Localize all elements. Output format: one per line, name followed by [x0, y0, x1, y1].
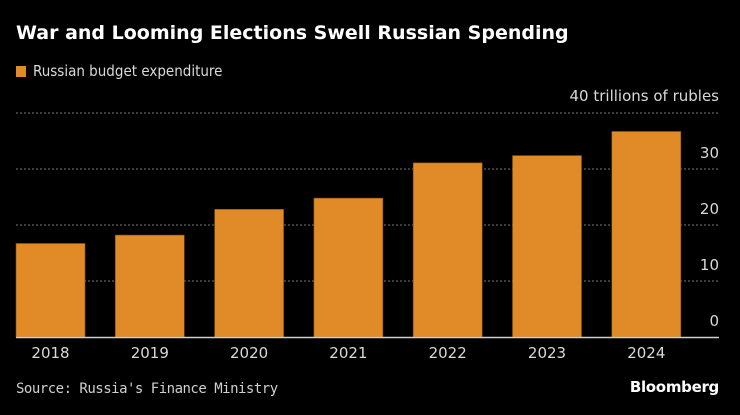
bar-2024 [611, 131, 682, 338]
legend-label: Russian budget expenditure [33, 62, 223, 80]
bar-2019 [115, 234, 185, 338]
y-tick-label: 0 [709, 312, 719, 330]
bar-2021 [313, 197, 384, 338]
y-tick-label: 10 [700, 256, 719, 274]
x-tick-label: 2018 [31, 344, 69, 362]
x-tick-label: 2022 [429, 344, 467, 362]
bar-2023 [512, 155, 582, 338]
x-tick-label: 2021 [329, 344, 367, 362]
x-tick-label: 2019 [131, 344, 169, 362]
x-tick-label: 2020 [230, 344, 268, 362]
source-note: Source: Russia's Finance Ministry [16, 381, 278, 397]
bar-2018 [15, 243, 86, 338]
x-tick-label: 2024 [627, 344, 665, 362]
x-tick-label: 2023 [528, 344, 566, 362]
bar-2020 [214, 209, 284, 338]
bar-2022 [412, 162, 483, 338]
y-tick-label: 20 [700, 200, 719, 218]
legend: Russian budget expenditure [16, 62, 222, 80]
y-axis-unit-label: 40 trillions of rubles [569, 87, 719, 105]
y-tick-label: 30 [700, 144, 719, 162]
bloomberg-logo: Bloomberg [629, 378, 719, 396]
chart-title: War and Looming Elections Swell Russian … [16, 22, 569, 44]
legend-swatch [16, 65, 26, 77]
